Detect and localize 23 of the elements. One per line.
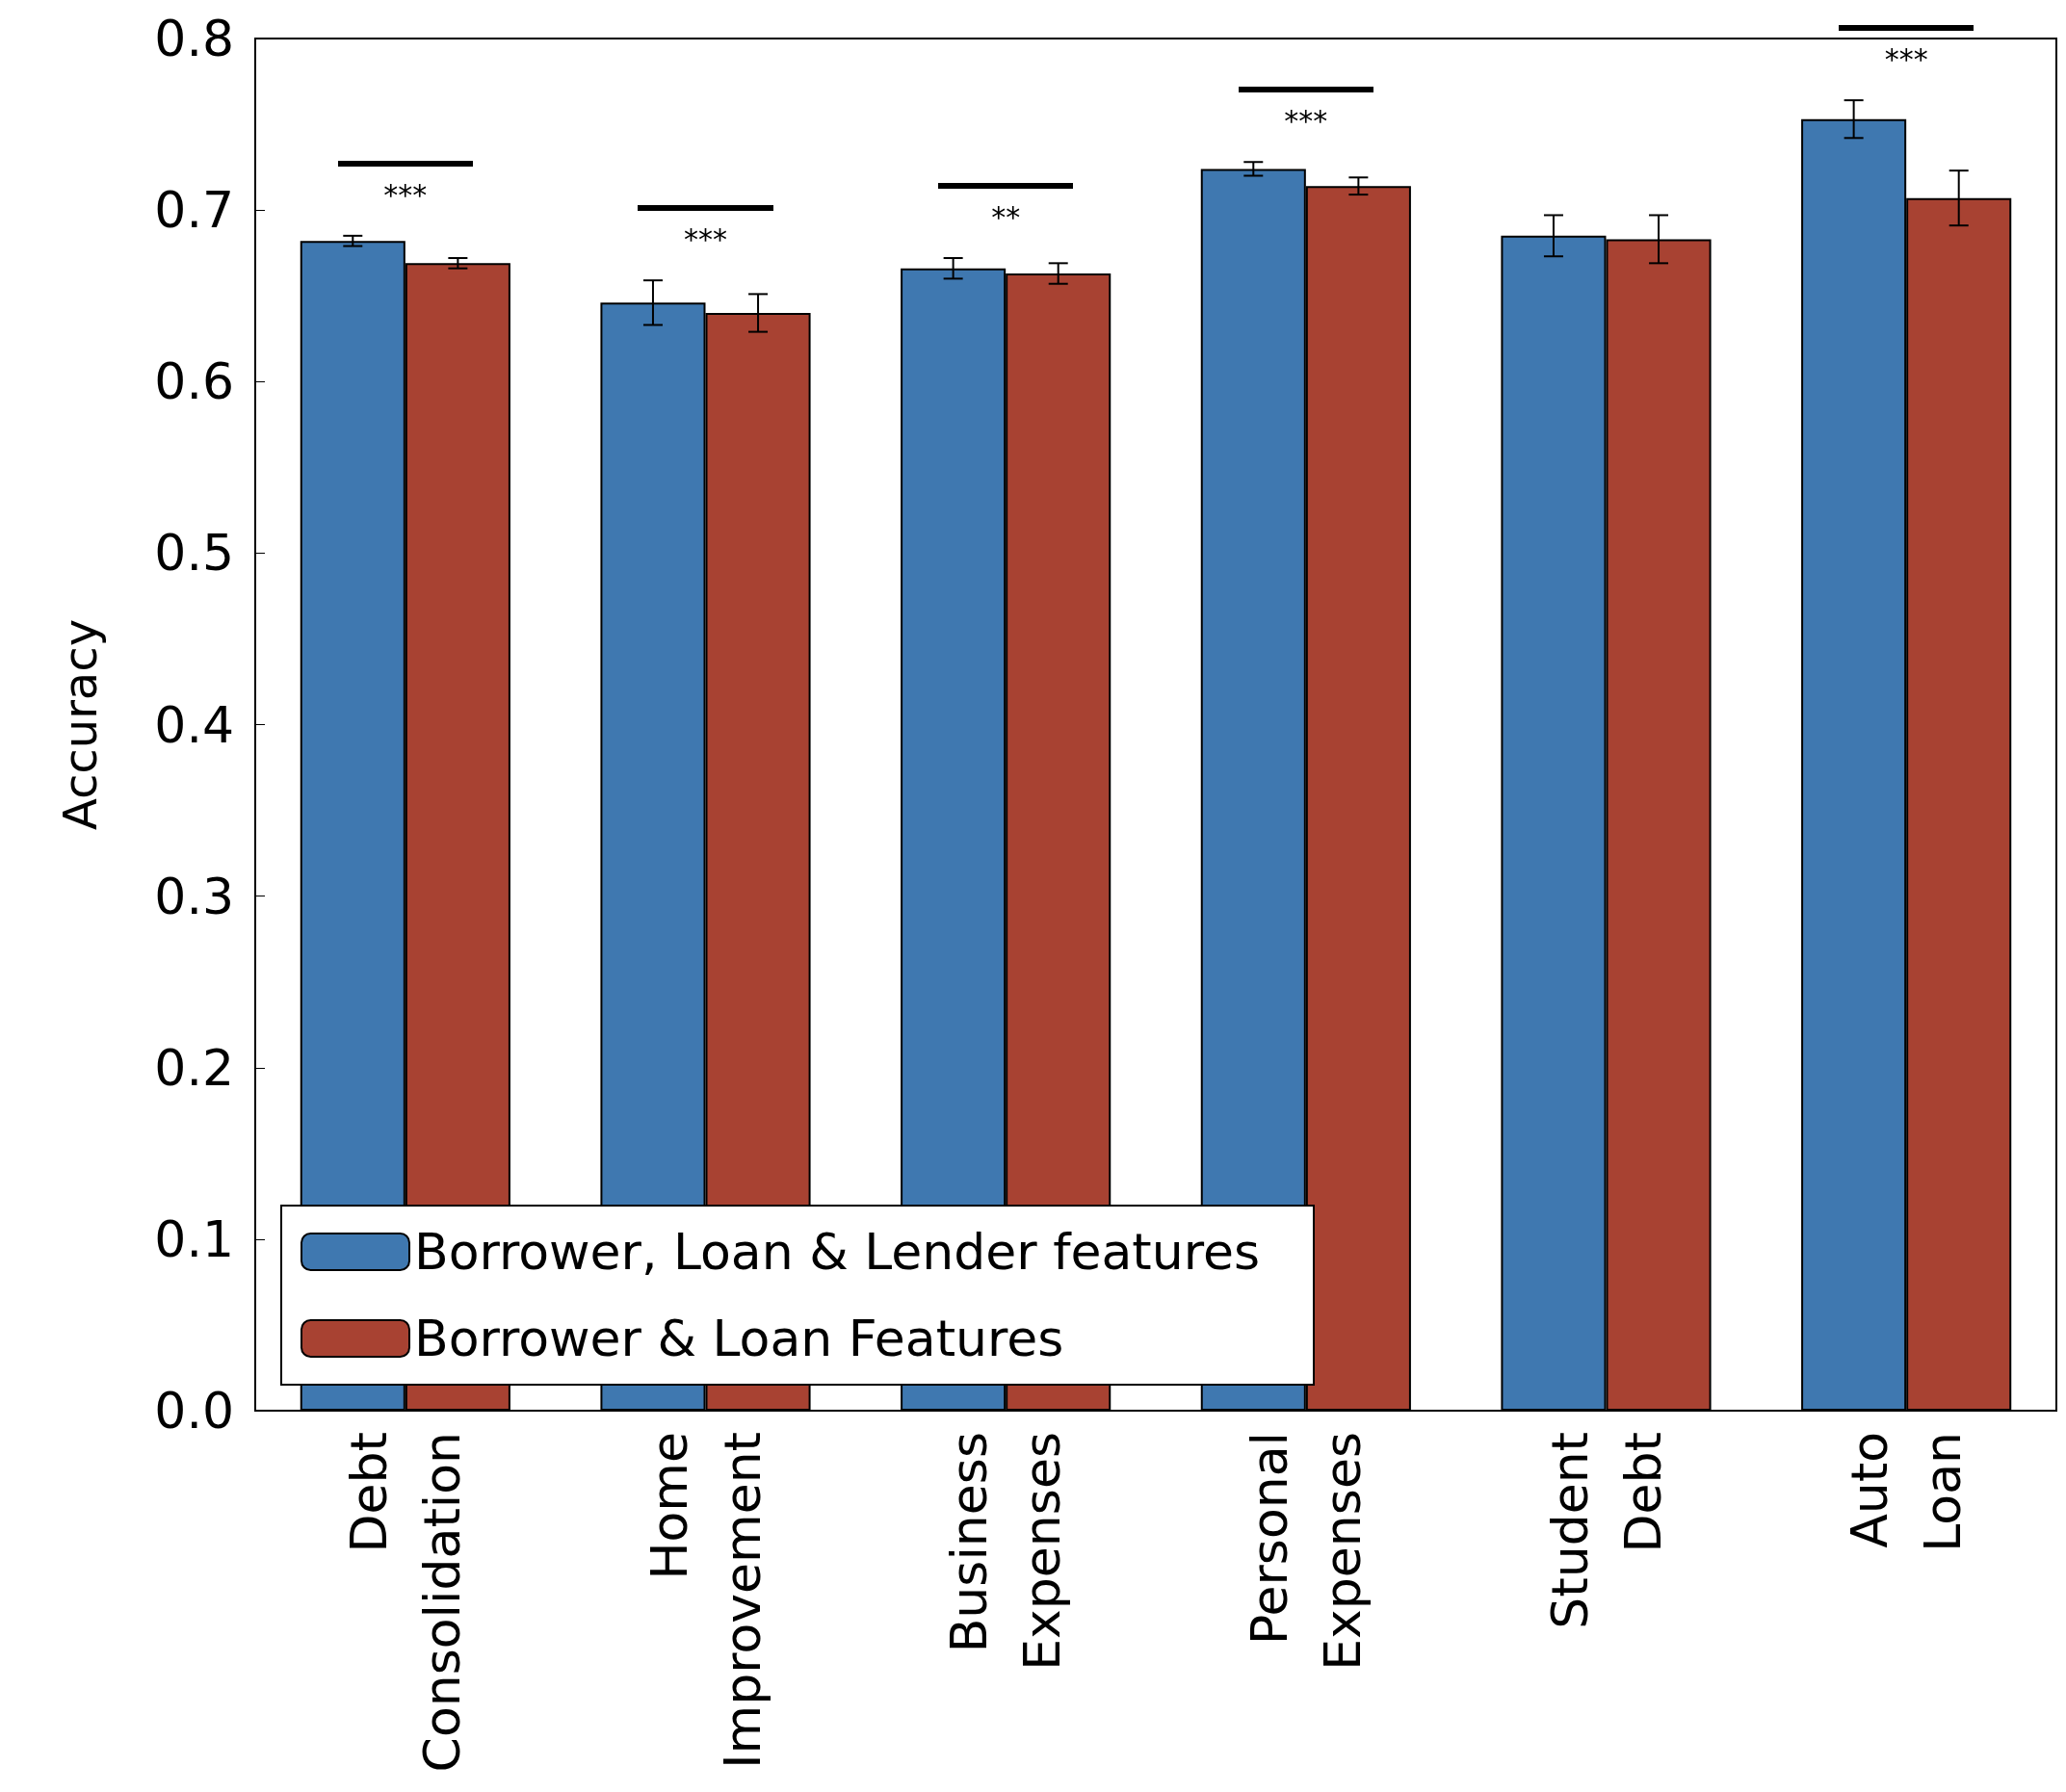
annotation: *** [382,177,429,212]
y-axis-title: Accuracy [53,618,107,831]
y-tick-label: 0.8 [154,10,234,67]
y-tick-label: 0.3 [154,867,234,925]
x-tick-label: Personal Expenses [1240,1432,1372,1671]
y-tick-label: 0.1 [154,1209,234,1268]
legend-label: Borrower & Loan Features [414,1310,1064,1367]
annotation: *** [1883,42,1929,77]
x-tick-label: Home Improvement [640,1432,771,1769]
annotation: ** [990,200,1022,234]
annotation: *** [1283,104,1329,139]
x-tick-label: Debt Consolidation [339,1432,471,1773]
y-tick-label: 0.0 [154,1382,234,1440]
x-tick-label: Business Expenses [940,1432,1072,1671]
x-tick-label: Student Debt [1540,1432,1672,1629]
legend-label: Borrower, Loan & Lender features [414,1223,1261,1281]
x-tick-label: Auto Loan [1841,1432,1973,1552]
annotation: *** [683,222,728,257]
y-tick-label: 0.5 [154,524,234,583]
y-tick-label: 0.7 [154,181,234,240]
y-tick-label: 0.6 [154,352,234,411]
y-tick-label: 0.4 [154,695,234,754]
y-tick-label: 0.2 [154,1038,234,1097]
